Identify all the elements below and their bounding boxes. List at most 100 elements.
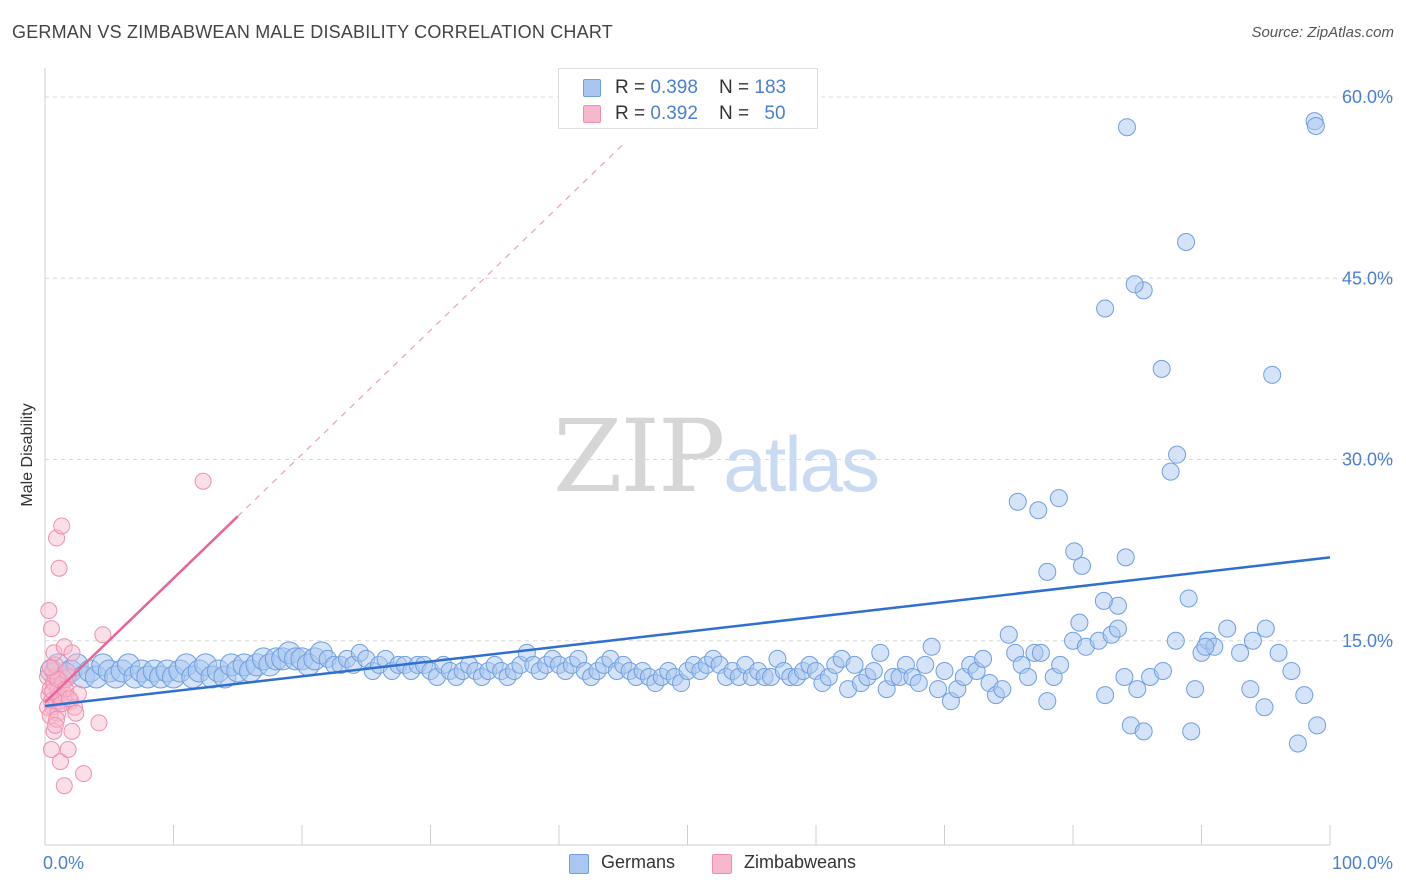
- zimbabweans-legend-swatch: [712, 854, 732, 874]
- n-label: N =: [719, 103, 755, 124]
- watermark-zip: ZIP: [553, 398, 725, 515]
- german-point: [1218, 619, 1237, 638]
- german-point: [1196, 637, 1215, 656]
- german-point: [1166, 631, 1185, 650]
- y-tick-label: 60.0%: [1342, 87, 1393, 107]
- german-point: [1051, 655, 1070, 674]
- stats-legend: R = 0.398 N = 183 R = 0.392 N = 50: [558, 68, 818, 129]
- german-point: [1049, 489, 1068, 508]
- axes: [44, 68, 1331, 846]
- german-point: [1295, 686, 1314, 705]
- german-point: [1065, 542, 1084, 561]
- german-point: [1152, 359, 1171, 378]
- german-point: [1019, 668, 1038, 686]
- zimbabwean-point: [48, 710, 66, 728]
- german-point: [974, 649, 993, 668]
- grid-lines: [45, 96, 1395, 642]
- german-point: [1108, 619, 1127, 638]
- german-point: [845, 655, 864, 674]
- zimbabwean-point: [58, 662, 76, 680]
- german-point: [1282, 661, 1301, 680]
- german-point: [871, 643, 890, 662]
- series-germans: [39, 112, 1327, 753]
- german-point: [1243, 631, 1262, 650]
- german-point: [1288, 734, 1307, 753]
- zimbabwean-point: [194, 472, 212, 490]
- r-value: 0.398: [650, 77, 698, 98]
- german-point: [1269, 643, 1288, 662]
- zimbabwean-point: [55, 777, 73, 795]
- german-point: [1115, 668, 1134, 686]
- n-value: 183: [754, 77, 787, 98]
- r-value: 0.392: [650, 103, 698, 124]
- german-point: [1096, 686, 1115, 705]
- n-value: 50: [764, 103, 786, 124]
- german-point: [1168, 445, 1187, 464]
- german-point: [1306, 117, 1325, 135]
- zimbabwean-point: [41, 658, 59, 676]
- german-point: [916, 655, 935, 674]
- zimbabwean-point: [63, 722, 81, 740]
- zimbabwean-point: [42, 741, 60, 758]
- german-point: [1096, 299, 1115, 318]
- german-point: [1182, 722, 1201, 741]
- y-tick-label: 30.0%: [1342, 450, 1393, 470]
- german-point: [999, 625, 1018, 644]
- zimbabwean-point: [59, 741, 77, 758]
- zimbabwean-point: [63, 644, 81, 662]
- german-point: [1179, 589, 1198, 608]
- tick-labels: 15.0% 30.0% 45.0% 60.0% 0.0% 100.0%: [43, 87, 1393, 873]
- germans-legend-label: Germans: [601, 852, 676, 872]
- zimbabwean-trend-line: [44, 515, 239, 704]
- german-point: [1070, 613, 1089, 632]
- german-point: [1256, 619, 1275, 638]
- watermark: ZIPatlas: [553, 398, 880, 515]
- zimbabwean-point: [50, 559, 68, 577]
- german-point: [1072, 556, 1091, 575]
- x-tick-label: 100.0%: [1332, 853, 1393, 873]
- german-point: [1038, 562, 1057, 581]
- german-point: [1186, 680, 1205, 699]
- german-point: [864, 661, 883, 680]
- trend-lines: [44, 143, 1331, 708]
- german-point: [1134, 722, 1153, 741]
- chart-title: GERMAN VS ZIMBABWEAN MALE DISABILITY COR…: [12, 22, 613, 42]
- zimbabwean-point: [53, 517, 71, 535]
- x-tick-label: 0.0%: [43, 853, 84, 873]
- german-point: [935, 661, 954, 680]
- zimbabwean-point: [42, 620, 60, 638]
- series-zimbabweans: [39, 472, 212, 795]
- german-point: [1231, 643, 1250, 662]
- german-point: [1038, 692, 1057, 711]
- german-point: [1117, 118, 1136, 137]
- german-point: [993, 680, 1012, 699]
- german-point: [1029, 501, 1048, 520]
- germans-legend-swatch: [569, 854, 589, 874]
- source-label: Source: ZipAtlas.com: [1251, 24, 1394, 41]
- german-point: [1255, 698, 1274, 717]
- zimbabwean-point: [51, 753, 69, 771]
- german-point: [1008, 492, 1027, 511]
- german-point: [929, 680, 948, 699]
- germans-swatch: [583, 79, 601, 97]
- german-point: [1031, 643, 1050, 662]
- r-label: R =: [615, 103, 651, 124]
- german-point: [1153, 661, 1172, 680]
- zimbabwean-trend-extension: [237, 143, 624, 517]
- zimbabwean-point: [46, 716, 64, 734]
- y-tick-label: 45.0%: [1342, 268, 1393, 288]
- german-point: [1241, 680, 1260, 699]
- zimbabweans-legend-label: Zimbabweans: [744, 852, 857, 872]
- n-label: N =: [719, 77, 755, 98]
- german-point: [922, 637, 941, 656]
- german-point: [1094, 591, 1113, 610]
- zimbabwean-point: [90, 714, 108, 732]
- german-point: [1128, 680, 1147, 699]
- zimbabwean-point: [40, 602, 58, 620]
- german-point: [1161, 462, 1180, 481]
- zimbabwean-point: [67, 704, 85, 722]
- german-trend-line: [44, 556, 1331, 708]
- zimbabwean-point: [75, 765, 93, 783]
- y-tick-label: 15.0%: [1342, 631, 1393, 651]
